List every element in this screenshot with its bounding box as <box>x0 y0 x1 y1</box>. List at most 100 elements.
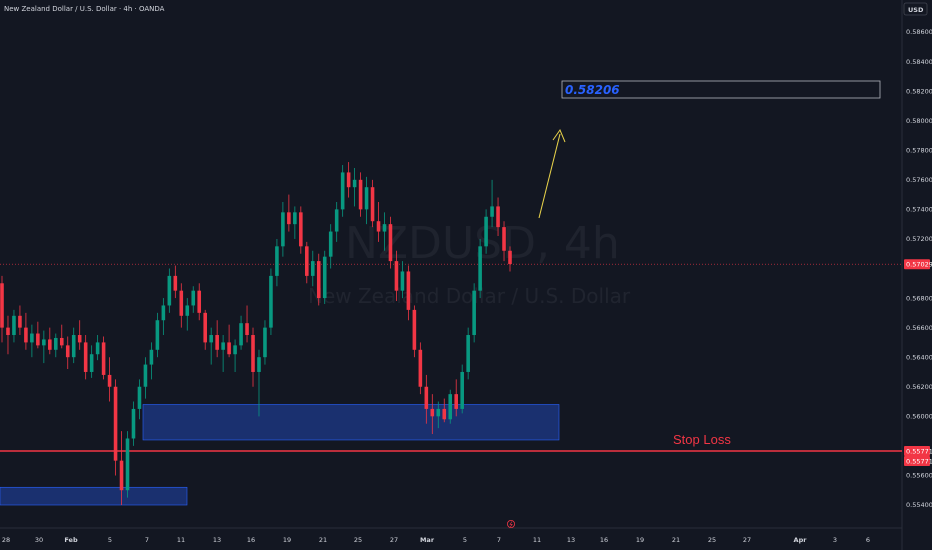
candle <box>442 398 447 423</box>
candle <box>203 309 207 350</box>
time-tick-label: 13 <box>213 536 221 544</box>
time-tick-label: 19 <box>283 536 291 544</box>
candle <box>173 265 178 299</box>
candle <box>48 327 52 355</box>
candle <box>454 379 459 417</box>
price-tick-label: 0.56400 <box>906 353 932 361</box>
candle-body <box>167 275 172 306</box>
upper-demand-zone[interactable] <box>142 404 560 441</box>
candle-body <box>197 290 202 313</box>
candle <box>113 379 118 476</box>
candle <box>18 305 22 336</box>
candle <box>233 339 237 372</box>
candle-body <box>358 179 363 210</box>
candle <box>239 315 243 350</box>
currency-button[interactable]: USD <box>903 2 928 16</box>
candle-body <box>215 335 219 350</box>
candle <box>496 197 500 236</box>
symbol-title[interactable]: New Zealand Dollar / U.S. Dollar · 4h · … <box>4 5 165 13</box>
candle <box>508 246 512 272</box>
candle-body <box>352 179 357 188</box>
candle <box>299 206 303 254</box>
candle-body <box>496 206 500 228</box>
time-tick-label: 3 <box>833 536 837 544</box>
stop-price-badge-1: 0.55771 <box>904 446 932 456</box>
time-tick-label: 11 <box>533 536 541 544</box>
candle-body <box>454 394 459 409</box>
candle <box>352 167 357 207</box>
candle <box>131 401 136 446</box>
candle-body <box>406 271 411 310</box>
candle-body <box>0 283 4 328</box>
stop-price-badge-2: 0.55771 <box>904 456 932 466</box>
candle-body <box>101 342 106 375</box>
candle-body <box>221 342 225 350</box>
price-axis[interactable]: 0.58600 0.58400 0.58200 0.58000 0.57800 0.576… <box>906 28 932 509</box>
candle <box>340 165 345 217</box>
candle-body <box>287 212 291 225</box>
candle <box>412 305 417 358</box>
candle <box>430 394 435 435</box>
candle-body <box>322 256 327 299</box>
candle-body <box>227 342 231 355</box>
candle <box>179 283 184 328</box>
candle-body <box>6 327 10 336</box>
candle <box>281 201 285 257</box>
candle-body <box>346 172 351 188</box>
projection-arrow[interactable] <box>538 128 566 219</box>
candle-body <box>239 323 243 346</box>
price-tick-label: 0.57400 <box>906 206 932 214</box>
time-tick-label: 6 <box>866 536 870 544</box>
candle-body <box>328 231 333 257</box>
candle-body <box>281 212 285 247</box>
lower-demand-zone[interactable] <box>0 486 188 506</box>
candle <box>125 431 130 498</box>
event-bolt-icon[interactable] <box>506 520 515 529</box>
candle-body <box>30 333 34 343</box>
candle-body <box>376 221 381 232</box>
time-tick-label: 21 <box>319 536 327 544</box>
candle <box>257 349 261 417</box>
time-tick-label: Feb <box>64 536 78 544</box>
price-tick-label: 0.58200 <box>906 87 932 95</box>
watermark-name: New Zealand Dollar / U.S. Dollar <box>308 284 631 308</box>
candle-body <box>179 290 184 316</box>
candle <box>406 265 411 321</box>
candle-body <box>370 187 375 222</box>
candle <box>484 209 488 254</box>
stop-loss-label: Stop Loss <box>673 432 731 447</box>
candle-body <box>83 342 88 372</box>
time-tick-label: 16 <box>600 536 608 544</box>
candle-body <box>334 209 339 232</box>
candle-body <box>340 172 345 210</box>
current-price-value: 0.57029 <box>906 261 932 269</box>
candle-body <box>448 394 453 420</box>
candle <box>251 327 255 387</box>
time-tick-label: 16 <box>247 536 255 544</box>
candle <box>30 324 34 358</box>
candle-body <box>316 261 321 299</box>
candle-body <box>143 364 148 387</box>
candle-body <box>436 408 441 417</box>
candle <box>376 201 381 242</box>
candle <box>209 327 213 365</box>
candle-body <box>59 337 64 346</box>
candle <box>89 345 94 378</box>
candle <box>328 224 333 269</box>
candle-body <box>364 187 369 210</box>
candle-body <box>478 246 482 291</box>
target-price-box[interactable]: 0.58206 <box>561 80 881 99</box>
candle <box>24 312 28 350</box>
time-axis[interactable]: 28 30 Feb 5 7 11 13 16 19 21 25 27 Mar 5 7 11 13 16 19 21 25… <box>2 536 870 544</box>
candles <box>0 162 512 505</box>
candle-body <box>137 386 142 409</box>
candle-body <box>203 312 207 343</box>
candle <box>137 379 142 420</box>
price-tick-label: 0.56800 <box>906 294 932 302</box>
candle-body <box>173 275 178 291</box>
candle-body <box>65 345 70 358</box>
candle <box>185 298 190 331</box>
time-tick-label: 7 <box>145 536 149 544</box>
time-tick-label: Apr <box>794 536 808 544</box>
